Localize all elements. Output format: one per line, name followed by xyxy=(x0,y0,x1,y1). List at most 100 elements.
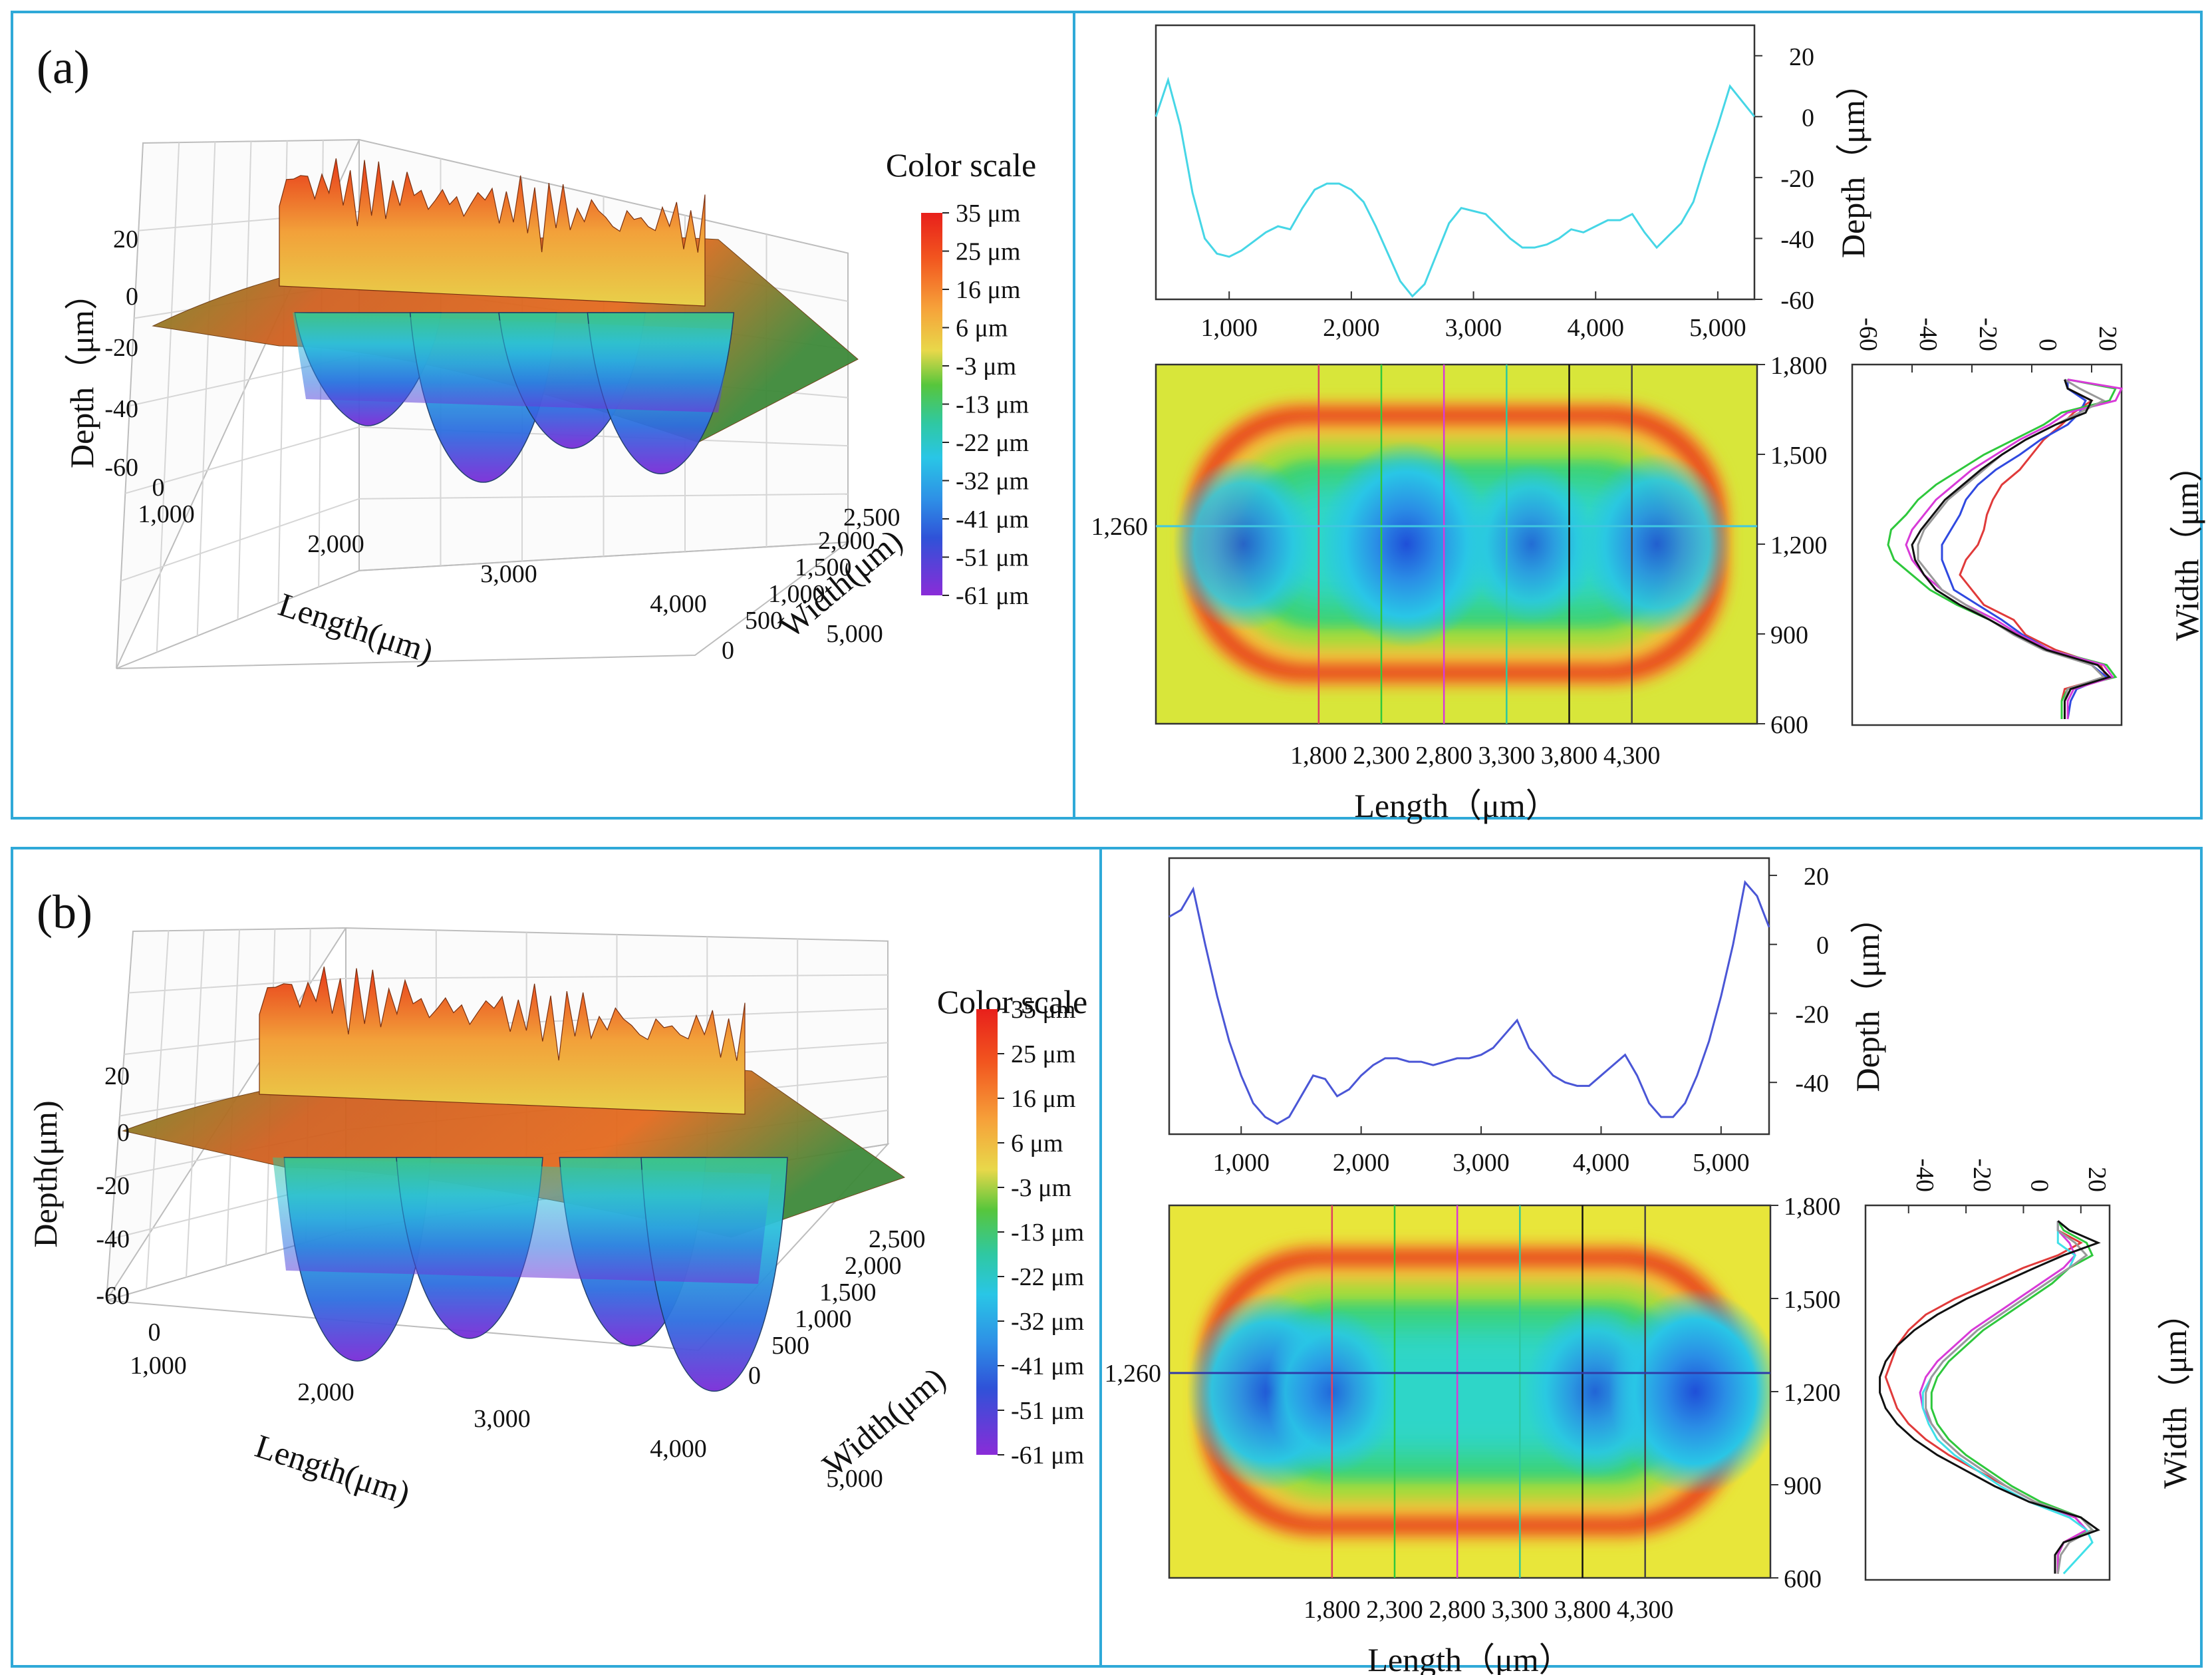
x-tick-label: 20 xyxy=(2094,326,2122,351)
y-tick-label: 500 xyxy=(771,1332,809,1360)
panel-label: (b) xyxy=(37,885,92,939)
y-tick-label: 1,000 xyxy=(795,1305,852,1333)
heatmap-pit xyxy=(1609,1289,1770,1495)
width-profile-chart: -40 -20 0 20 Width（μm） xyxy=(1864,1158,2193,1581)
y-tick-label: 1,500 xyxy=(795,553,852,581)
heatmap-fill xyxy=(1169,1205,1770,1578)
colorbar-gradient xyxy=(921,213,942,595)
x-tick-label: 1,800 xyxy=(1304,1596,1361,1624)
heatmap-pit xyxy=(1582,453,1732,635)
z-tick-label: -60 xyxy=(96,1282,130,1310)
x-tick-label: 3,000 xyxy=(1445,314,1502,342)
y-tick-label: 0 xyxy=(1816,932,1829,960)
y-tick-label: 2,000 xyxy=(818,527,875,555)
z-tick-label: 0 xyxy=(117,1119,130,1147)
z-axis-title: Depth(μm) xyxy=(27,1100,64,1247)
width-profile-line xyxy=(1905,379,2124,719)
y-tick-label: 600 xyxy=(1784,1565,1822,1593)
x-tick-label: 3,300 xyxy=(1492,1596,1549,1624)
x-tick-label: -20 xyxy=(1974,317,2002,351)
colorbar-label: -41 μm xyxy=(1011,1352,1084,1380)
x-tick-label: 1,800 xyxy=(1290,742,1347,770)
y-tick-label: 1,000 xyxy=(768,580,825,608)
width-profile-line xyxy=(1879,1220,2101,1574)
z-tick-label: -20 xyxy=(104,334,138,362)
z-tick-label: 0 xyxy=(126,283,138,311)
x-tick-label: -40 xyxy=(1911,1158,1939,1192)
y-tick-label: 1,500 xyxy=(1784,1286,1841,1314)
x-tick-label: 0 xyxy=(2025,1179,2053,1192)
width-profile-line xyxy=(1911,379,2112,719)
colorbar-label: 35 μm xyxy=(1011,996,1075,1024)
x-tick-label: 4,300 xyxy=(1617,1596,1674,1624)
colorbar-title: Color scale xyxy=(886,146,1036,184)
grid-line xyxy=(358,493,849,500)
colorbar-label: -41 μm xyxy=(956,506,1029,533)
colorbar-label: -51 μm xyxy=(956,544,1029,572)
y-tick-label: 1,800 xyxy=(1784,1193,1841,1221)
y-axis-title: Width(μm) xyxy=(815,1360,952,1483)
x-axis-title: Length(μm) xyxy=(274,585,438,671)
z-tick-label: 20 xyxy=(104,1062,130,1090)
y-tick-label: 0 xyxy=(1802,104,1814,132)
z-tick-label: -20 xyxy=(96,1172,130,1200)
x-tick-label: 4,000 xyxy=(1567,314,1624,342)
surface-3d-chart: 1,0002,0003,0004,0005,000005001,0001,500… xyxy=(63,138,909,671)
y-tick-label: -40 xyxy=(1795,1070,1829,1098)
y-tick-label: 0 xyxy=(748,1362,761,1390)
x-tick-label: 1,000 xyxy=(1200,314,1258,342)
x-tick-label: 1,000 xyxy=(1212,1149,1270,1177)
x-tick-label: 5,000 xyxy=(1693,1149,1750,1177)
heatmap-chart: 1,800 2,300 2,800 3,300 3,800 4,3001,2601,800… xyxy=(1105,1193,1841,1675)
x-tick-label: -20 xyxy=(1968,1158,1996,1192)
y-axis-title: Depth（μm） xyxy=(1834,67,1871,258)
colorbar-label: -22 μm xyxy=(1011,1263,1084,1291)
x-tick-label: 4,000 xyxy=(1573,1149,1630,1177)
colorbar-label: -3 μm xyxy=(956,353,1016,381)
panel-b: (b)1,0002,0003,0004,0005,000005001,0001,… xyxy=(11,847,2203,1675)
x-tick-label: 2,000 xyxy=(1323,314,1380,342)
y-tick-label: 1,200 xyxy=(1770,532,1828,559)
x-tick-label: 4,000 xyxy=(650,1435,707,1463)
colorbar-label: 25 μm xyxy=(956,238,1020,266)
x-tick-label: 4,300 xyxy=(1603,742,1661,770)
colorbar-label: -3 μm xyxy=(1011,1174,1071,1202)
x-tick-label: 0 xyxy=(2034,339,2062,351)
plot-frame xyxy=(1155,24,1756,301)
x-axis-title: Length（μm） xyxy=(1354,787,1558,824)
y-tick-label: 900 xyxy=(1784,1472,1822,1500)
x-tick-label: 2,000 xyxy=(1333,1149,1390,1177)
colorbar-label: 16 μm xyxy=(956,276,1020,304)
colorbar-label: -51 μm xyxy=(1011,1397,1084,1425)
y-tick-label: 1,500 xyxy=(819,1279,877,1306)
width-profile-line xyxy=(1887,379,2118,719)
colorbar-label: 35 μm xyxy=(956,200,1020,228)
y-axis-title: Width（μm） xyxy=(2168,449,2205,641)
y-tick-label: 20 xyxy=(1789,43,1814,71)
surface-3d-chart: 1,0002,0003,0004,0005,000005001,0001,500… xyxy=(27,927,952,1512)
y-tick-label: 2,500 xyxy=(869,1225,926,1253)
y-tick-label: 1,800 xyxy=(1770,352,1828,380)
x-tick-label: 3,800 xyxy=(1554,1596,1611,1624)
x-tick-label: 1,000 xyxy=(138,500,195,528)
y-tick-label: 900 xyxy=(1770,621,1808,649)
colorbar-label: 6 μm xyxy=(1011,1130,1063,1157)
surface-ridge xyxy=(279,158,706,307)
x-tick-label: 2,300 xyxy=(1353,742,1410,770)
x-tick-label: 3,000 xyxy=(1452,1149,1510,1177)
y-tick-label: -20 xyxy=(1780,165,1814,193)
x-axis-title: Length（μm） xyxy=(1367,1641,1572,1675)
y-tick-label: -40 xyxy=(1780,226,1814,253)
x-tick-label: 20 xyxy=(2083,1167,2111,1192)
y-tick-label: 2,500 xyxy=(843,504,900,532)
y-tick-label: 600 xyxy=(1770,711,1808,739)
surface-ridge xyxy=(259,967,746,1115)
x-tick-label: 3,000 xyxy=(474,1405,531,1433)
colorbar-label: -61 μm xyxy=(956,582,1029,610)
colorbar-label: 6 μm xyxy=(956,315,1008,343)
y-tick-label: -20 xyxy=(1795,1000,1829,1028)
heatmap-pit xyxy=(1319,441,1493,647)
y-tick-label: -60 xyxy=(1780,287,1814,315)
